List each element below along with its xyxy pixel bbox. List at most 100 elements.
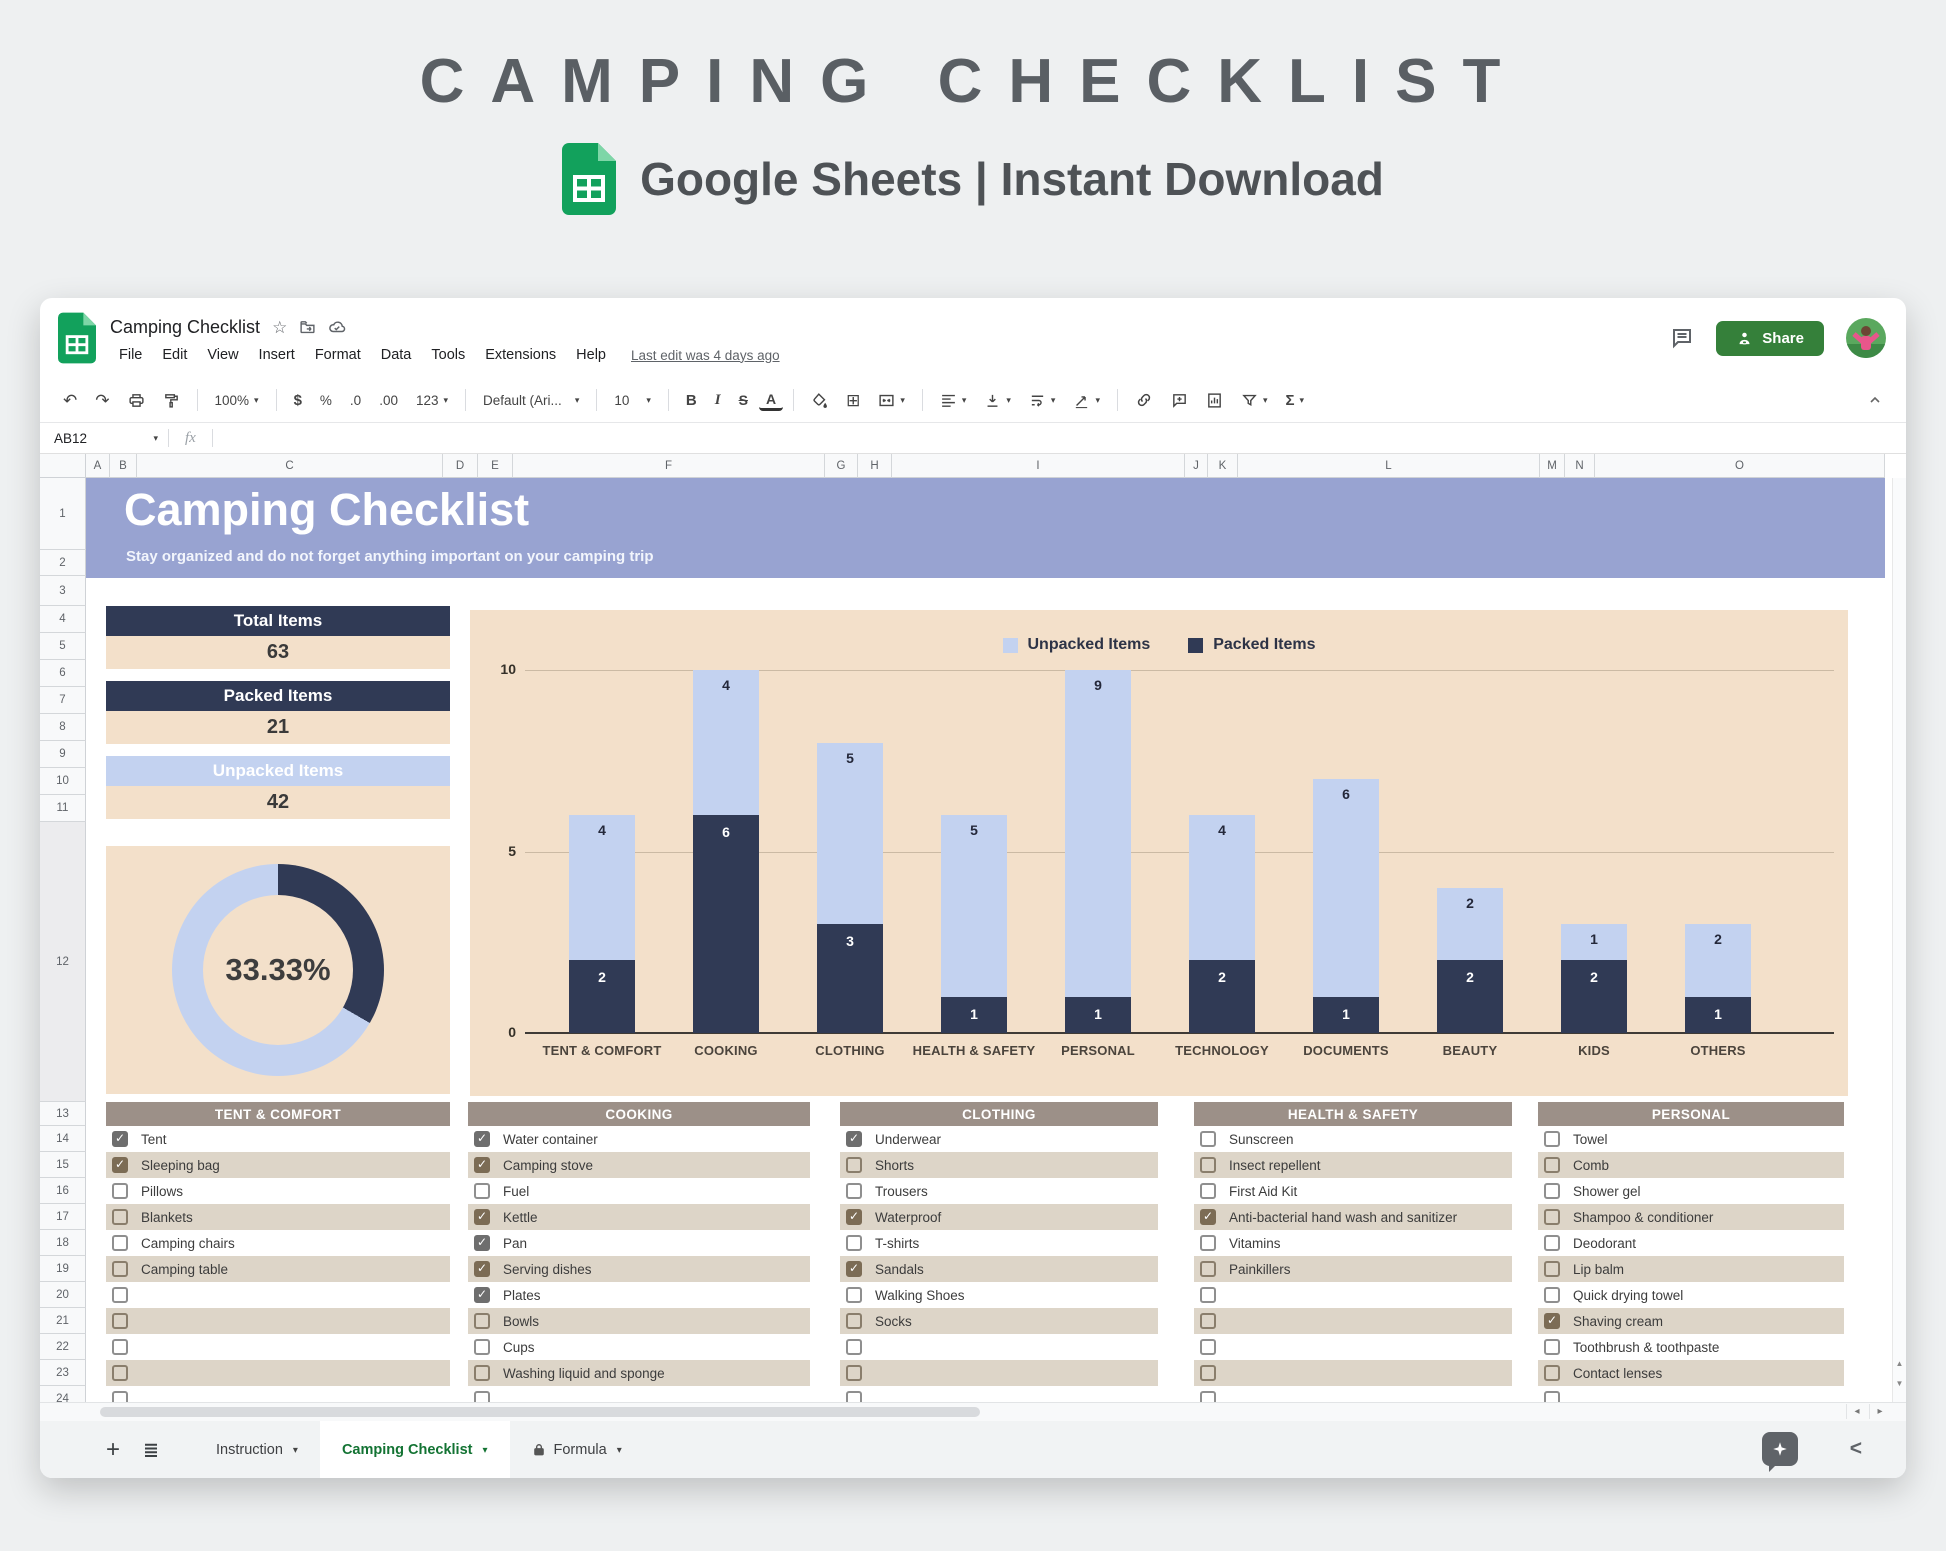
collapse-toolbar-icon[interactable] [1860, 389, 1890, 411]
checkbox-checked[interactable] [474, 1287, 490, 1303]
checkbox-unchecked[interactable] [112, 1209, 128, 1225]
checkbox-unchecked[interactable] [846, 1235, 862, 1251]
row-header-3[interactable]: 3 [40, 576, 86, 606]
checkbox-unchecked[interactable] [1544, 1131, 1560, 1147]
checkbox-unchecked[interactable] [1544, 1339, 1560, 1355]
insert-link-icon[interactable] [1128, 388, 1160, 412]
column-header-l[interactable]: L [1238, 454, 1540, 478]
scroll-down-icon[interactable]: ▼ [1895, 1379, 1904, 1388]
vertical-align-icon[interactable]: ▾ [977, 389, 1018, 412]
redo-icon[interactable]: ↷ [95, 390, 110, 410]
sheets-app-icon[interactable] [58, 312, 96, 364]
checkbox-unchecked[interactable] [1200, 1313, 1216, 1329]
explore-icon[interactable] [1762, 1432, 1798, 1472]
collapse-panel-icon[interactable]: < [1849, 1437, 1862, 1460]
menu-format[interactable]: Format [314, 347, 361, 363]
scroll-left-icon[interactable]: ◂ [1846, 1404, 1867, 1419]
select-all-corner[interactable] [40, 454, 86, 478]
column-header-h[interactable]: H [858, 454, 892, 478]
more-formats-button[interactable]: 123 ▾ [415, 392, 449, 408]
menu-tools[interactable]: Tools [431, 347, 466, 363]
checkbox-unchecked[interactable] [474, 1391, 490, 1402]
checkbox-unchecked[interactable] [112, 1313, 128, 1329]
checkbox-unchecked[interactable] [1544, 1209, 1560, 1225]
row-header-22[interactable]: 22 [40, 1334, 86, 1360]
menu-insert[interactable]: Insert [258, 347, 295, 363]
menu-view[interactable]: View [207, 347, 239, 363]
filter-icon[interactable]: ▾ [1234, 389, 1275, 412]
checkbox-unchecked[interactable] [112, 1391, 128, 1402]
tab-menu-caret[interactable]: ▾ [616, 1444, 622, 1456]
checkbox-unchecked[interactable] [1544, 1261, 1560, 1277]
row-header-2[interactable]: 2 [40, 550, 86, 576]
cloud-status-icon[interactable] [328, 318, 346, 336]
star-icon[interactable]: ☆ [272, 317, 288, 337]
row-header-5[interactable]: 5 [40, 633, 86, 660]
row-header-1[interactable]: 1 [40, 478, 86, 550]
checkbox-unchecked[interactable] [1200, 1261, 1216, 1277]
format-currency-button[interactable]: $ [293, 391, 302, 409]
menu-help[interactable]: Help [576, 347, 606, 363]
checkbox-unchecked[interactable] [846, 1157, 862, 1173]
checkbox-unchecked[interactable] [1544, 1287, 1560, 1303]
avatar[interactable] [1846, 318, 1886, 358]
row-header-13[interactable]: 13 [40, 1102, 86, 1126]
column-header-k[interactable]: K [1208, 454, 1238, 478]
bar-chart-card[interactable]: Unpacked Items Packed Items 10 5 0 4 2 TENT & … [470, 610, 1848, 1096]
row-header-15[interactable]: 15 [40, 1152, 86, 1178]
checkbox-unchecked[interactable] [1544, 1183, 1560, 1199]
column-header-o[interactable]: O [1595, 454, 1885, 478]
checkbox-unchecked[interactable] [1200, 1235, 1216, 1251]
last-edit-link[interactable]: Last edit was 4 days ago [631, 347, 780, 363]
checkbox-unchecked[interactable] [1200, 1365, 1216, 1381]
checkbox-unchecked[interactable] [474, 1339, 490, 1355]
horizontal-scrollbar[interactable]: ◂ ▸ [40, 1402, 1906, 1421]
insert-comment-icon[interactable] [1164, 389, 1195, 412]
row-header-9[interactable]: 9 [40, 741, 86, 768]
tab-instruction[interactable]: Instruction ▾ [194, 1421, 320, 1478]
checkbox-unchecked[interactable] [846, 1365, 862, 1381]
column-header-i[interactable]: I [892, 454, 1185, 478]
checkbox-unchecked[interactable] [1200, 1183, 1216, 1199]
row-header-10[interactable]: 10 [40, 768, 86, 795]
merge-cells-icon[interactable]: ▾ [871, 389, 912, 412]
add-sheet-icon[interactable]: + [106, 1436, 121, 1463]
checkbox-checked[interactable] [474, 1235, 490, 1251]
row-header-7[interactable]: 7 [40, 687, 86, 714]
document-title[interactable]: Camping Checklist [110, 316, 261, 337]
checkbox-unchecked[interactable] [1200, 1157, 1216, 1173]
font-select[interactable]: Default (Ari... ▾ [483, 392, 580, 408]
insert-chart-icon[interactable] [1199, 389, 1230, 412]
checkbox-unchecked[interactable] [474, 1365, 490, 1381]
increase-decimal-button[interactable]: .00 [379, 392, 398, 408]
menu-file[interactable]: File [119, 347, 143, 363]
name-box[interactable]: AB12 ▾ [54, 430, 158, 446]
row-header-17[interactable]: 17 [40, 1204, 86, 1230]
checkbox-checked[interactable] [846, 1131, 862, 1147]
column-header-f[interactable]: F [513, 454, 825, 478]
row-header-16[interactable]: 16 [40, 1178, 86, 1204]
horizontal-align-icon[interactable]: ▾ [933, 389, 974, 412]
menu-extensions[interactable]: Extensions [485, 347, 557, 363]
print-icon[interactable] [121, 389, 152, 412]
checkbox-unchecked[interactable] [1200, 1131, 1216, 1147]
row-header-11[interactable]: 11 [40, 795, 86, 822]
checkbox-unchecked[interactable] [1200, 1339, 1216, 1355]
row-header-8[interactable]: 8 [40, 714, 86, 741]
checkbox-unchecked[interactable] [1544, 1391, 1560, 1402]
menu-edit[interactable]: Edit [162, 347, 188, 363]
borders-icon[interactable]: ⊞ [846, 390, 861, 410]
scroll-right-icon[interactable]: ▸ [1869, 1404, 1890, 1419]
strikethrough-button[interactable]: S [738, 392, 748, 408]
text-rotation-icon[interactable]: ▾ [1066, 389, 1107, 412]
undo-icon[interactable]: ↶ [63, 390, 78, 410]
checkbox-checked[interactable] [1200, 1209, 1216, 1225]
row-header-12[interactable]: 12 [40, 822, 86, 1102]
checkbox-unchecked[interactable] [1544, 1235, 1560, 1251]
checkbox-unchecked[interactable] [846, 1339, 862, 1355]
move-folder-icon[interactable] [299, 319, 316, 336]
checkbox-checked[interactable] [474, 1131, 490, 1147]
tab-menu-caret[interactable]: ▾ [292, 1444, 298, 1456]
checkbox-unchecked[interactable] [846, 1183, 862, 1199]
column-header-e[interactable]: E [478, 454, 513, 478]
